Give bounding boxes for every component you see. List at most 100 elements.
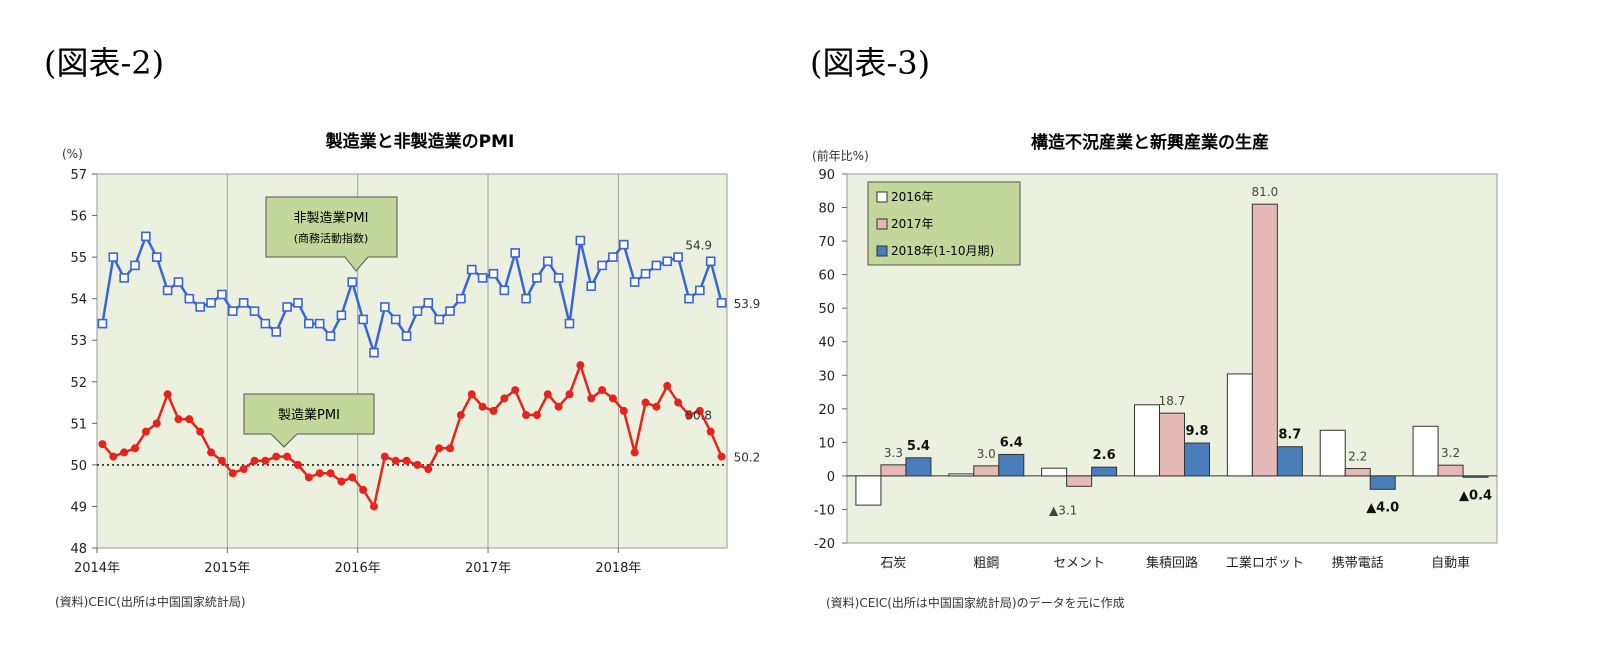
production-bar-2017	[1251, 203, 1278, 477]
manufacturing-pmi-point	[619, 406, 628, 415]
manufacturing-pmi-point	[228, 469, 237, 478]
production-bar-2018	[1184, 442, 1210, 477]
non-manufacturing-pmi-point	[401, 331, 412, 341]
production-category-label: 石炭	[880, 556, 906, 571]
pmi-y-tick-label: 50	[70, 459, 87, 474]
pmi-x-tick-label: 2018年	[595, 561, 641, 576]
manufacturing-pmi-point	[185, 415, 194, 424]
manufacturing-pmi-point	[500, 394, 509, 403]
non-manufacturing-pmi-point	[97, 318, 108, 329]
production-bar-2016	[855, 475, 882, 506]
manufacturing-pmi-point	[283, 452, 292, 461]
non-manufacturing-pmi-point	[521, 293, 531, 304]
non-manufacturing-pmi-point	[293, 298, 303, 308]
non-manufacturing-pmi-point	[695, 285, 705, 296]
production-y-axis-unit: (前年比%)	[812, 148, 869, 163]
non-manufacturing-pmi-point	[684, 293, 694, 304]
non-manufacturing-pmi-point	[651, 260, 662, 271]
production-chart: 構造不況産業と新興産業の生産 (前年比%) -20 -10 0 10 20 30 40 50 60 7…	[812, 132, 1498, 610]
manufacturing-pmi-point	[652, 402, 661, 411]
manufacturing-pmi-line	[101, 361, 723, 510]
non-manufacturing-pmi-point	[358, 314, 368, 325]
non-manufacturing-pmi-point	[304, 318, 314, 329]
production-bar-2018	[998, 453, 1025, 477]
production-bar-2018	[1091, 466, 1118, 477]
non-manufacturing-pmi-point	[217, 289, 227, 300]
manufacturing-pmi-point	[326, 469, 335, 478]
legend-swatch	[876, 245, 888, 257]
non-manufacturing-pmi-point	[184, 293, 195, 304]
non-manufacturing-pmi-point	[553, 273, 564, 283]
manufacturing-pmi-point	[272, 452, 281, 461]
pmi-y-tick-label: 53	[70, 334, 87, 349]
manufacturing-pmi-point	[152, 419, 161, 428]
pmi-y-tick-label: 52	[70, 376, 87, 391]
manufacturing-pmi-point	[131, 444, 140, 453]
non-manufacturing-pmi-point	[586, 281, 597, 292]
manufacturing-pmi-point	[141, 427, 150, 436]
non-manufacturing-pmi-point	[325, 331, 336, 341]
non-manufacturing-pmi-point	[629, 277, 640, 287]
manufacturing-pmi-point	[163, 390, 172, 399]
non-manufacturing-pmi-point	[477, 273, 488, 283]
production-data-label: 3.2	[1441, 446, 1460, 460]
manufacturing-label-sep: 50.8	[685, 409, 712, 423]
non-manufacturing-pmi-point	[314, 318, 325, 329]
pmi-y-tick-label: 56	[70, 210, 87, 225]
manufacturing-pmi-point	[522, 411, 531, 420]
production-bar-2018	[1369, 475, 1396, 490]
production-y-tick-label: 80	[818, 202, 835, 217]
manufacturing-pmi-point	[435, 444, 444, 453]
non-manufacturing-pmi-point	[108, 252, 119, 262]
manufacturing-pmi-point	[608, 394, 617, 403]
callout-subtitle: (商務活動指数)	[294, 231, 369, 245]
non-manufacturing-pmi-point	[130, 260, 140, 271]
non-manufacturing-pmi-point	[282, 302, 292, 312]
manufacturing-pmi-point	[717, 452, 726, 461]
production-y-tick-label: 60	[818, 269, 835, 284]
manufacturing-pmi-point	[261, 456, 270, 465]
callout-title: 製造業PMI	[278, 407, 340, 423]
production-y-tick-label: 50	[818, 302, 835, 317]
production-bar-2018	[1462, 475, 1489, 478]
non-manufacturing-pmi-point	[510, 248, 520, 258]
non-manufacturing-pmi-point	[195, 302, 205, 312]
production-data-label: 9.8	[1185, 424, 1208, 439]
non-manufacturing-pmi-line	[101, 233, 723, 358]
production-data-label: 6.4	[1000, 435, 1023, 450]
production-bar-2016	[1041, 467, 1068, 477]
callout-box	[265, 196, 398, 272]
figure-3-label: (図表-3)	[810, 44, 931, 82]
production-y-tick-label: 40	[818, 336, 835, 351]
manufacturing-pmi-point	[413, 460, 422, 469]
non-manufacturing-pmi-point	[466, 264, 477, 275]
manufacturing-pmi-point	[380, 452, 389, 461]
non-manufacturing-pmi-point	[423, 298, 434, 308]
non-manufacturing-pmi-point	[162, 285, 173, 296]
production-bar-2016	[1412, 425, 1439, 477]
production-data-label: ▲4.0	[1366, 500, 1399, 515]
manufacturing-pmi-point	[695, 406, 704, 415]
manufacturing-pmi-point	[315, 469, 324, 478]
non-manufacturing-pmi-point	[716, 298, 727, 308]
pmi-y-tick-label: 54	[70, 293, 87, 308]
manufacturing-pmi-point	[674, 398, 683, 407]
manufacturing-pmi-point	[663, 381, 672, 390]
pmi-x-tick-label: 2015年	[204, 561, 250, 576]
non-manufacturing-pmi-point	[542, 256, 553, 267]
pmi-chart-title: 製造業と非製造業のPMI	[325, 131, 515, 152]
non-manufacturing-callout: 非製造業PMI (商務活動指数)	[265, 196, 398, 272]
non-manufacturing-pmi-point	[412, 306, 423, 316]
manufacturing-pmi-point	[641, 398, 650, 407]
legend-label: 2016年	[891, 190, 934, 204]
non-manufacturing-pmi-point	[705, 256, 716, 267]
pmi-y-axis-unit: (%)	[62, 147, 83, 161]
manufacturing-pmi-point	[478, 402, 487, 411]
manufacturing-pmi-point	[98, 440, 107, 449]
non-manufacturing-pmi-point	[445, 306, 455, 316]
production-y-tick-label: 70	[818, 235, 835, 250]
production-y-tick-label: 10	[818, 436, 835, 451]
manufacturing-pmi-point	[489, 406, 498, 415]
non-manufacturing-pmi-point	[249, 306, 260, 316]
manufacturing-pmi-point	[348, 473, 357, 482]
